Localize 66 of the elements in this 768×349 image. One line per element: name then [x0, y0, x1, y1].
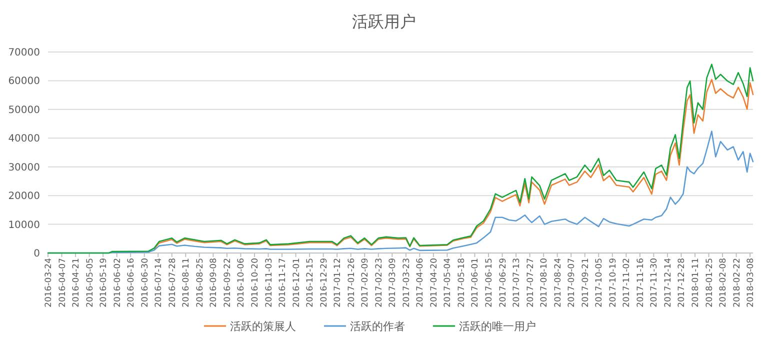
x-tick-label: 2018-01-25 [704, 258, 715, 308]
x-tick-label: 2017-02-09 [360, 258, 371, 308]
x-tick-label: 2016-06-16 [126, 258, 137, 308]
x-tick-label: 2017-06-15 [484, 258, 494, 308]
x-tick-label: 2018-02-08 [718, 258, 729, 308]
x-tick-label: 2016-09-22 [222, 258, 233, 308]
x-tick-label: 2018-02-22 [732, 258, 742, 308]
line-series [47, 64, 754, 254]
x-tick-label: 2017-04-20 [429, 258, 440, 308]
y-tick-label: 10000 [8, 220, 40, 231]
x-tick-label: 2016-12-29 [319, 258, 330, 308]
x-tick-label: 2017-02-23 [374, 258, 384, 308]
x-tick-label: 2017-11-30 [650, 258, 660, 308]
x-tick-label: 2017-03-09 [388, 258, 398, 308]
y-tick-label: 50000 [8, 104, 40, 116]
x-tick-label: 2017-08-24 [553, 258, 564, 308]
legend-label: 活跃的作者 [350, 320, 405, 333]
x-tick-label: 2016-07-28 [168, 258, 178, 308]
x-tick-label: 2017-05-04 [443, 258, 454, 308]
x-tick-label: 2017-03-23 [402, 258, 412, 308]
x-tick-label: 2016-05-05 [85, 258, 96, 308]
x-tick-label: 2016-07-14 [154, 258, 164, 308]
x-tick-label: 2017-05-18 [456, 258, 467, 308]
x-tick-label: 2016-06-02 [112, 258, 123, 308]
line-series [154, 78, 754, 250]
x-tick-label: 2016-05-19 [99, 258, 110, 308]
x-tick-label: 2017-09-07 [567, 258, 578, 308]
x-tick-label: 2016-04-21 [72, 258, 82, 308]
y-tick-label: 30000 [8, 162, 40, 174]
x-tick-label: 2016-10-20 [250, 258, 260, 308]
x-tick-label: 2016-03-24 [44, 258, 54, 308]
x-tick-label: 2016-12-15 [306, 258, 316, 308]
x-tick-label: 2017-12-28 [677, 258, 688, 308]
y-tick-label: 0 [34, 248, 40, 260]
x-tick-label: 2016-11-03 [264, 258, 274, 308]
x-tick-label: 2016-12-01 [292, 258, 302, 308]
x-tick-label: 2017-10-05 [594, 258, 605, 308]
x-tick-label: 2016-09-08 [209, 258, 220, 308]
x-tick-label: 2017-08-10 [540, 258, 550, 308]
x-tick-label: 2017-11-02 [622, 258, 632, 308]
x-tick-label: 2017-01-12 [333, 258, 344, 308]
x-tick-label: 2017-07-27 [526, 258, 536, 308]
x-tick-label: 2017-12-14 [663, 258, 674, 308]
x-tick-label: 2016-10-06 [236, 258, 247, 308]
x-tick-label: 2016-08-11 [182, 258, 192, 308]
y-tick-label: 40000 [8, 134, 40, 145]
x-tick-label: 2017-10-19 [608, 258, 618, 308]
x-tick-label: 2017-09-21 [580, 258, 591, 308]
x-tick-label: 2016-04-07 [58, 258, 68, 308]
x-tick-label: 2016-11-17 [278, 258, 288, 308]
x-tick-label: 2017-01-26 [346, 258, 357, 308]
legend-label: 活跃的唯一用户 [459, 320, 536, 333]
x-tick-label: 2018-01-11 [690, 258, 701, 308]
x-tick-label: 2017-06-01 [470, 258, 481, 308]
legend-label: 活跃的策展人 [230, 320, 296, 333]
y-tick-label: 70000 [8, 48, 40, 58]
chart-title: 活跃用户 [352, 12, 416, 31]
x-tick-label: 2017-04-06 [416, 258, 426, 308]
x-tick-label: 2016-06-30 [140, 258, 150, 308]
x-tick-label: 2016-08-25 [195, 258, 206, 308]
x-tick-label: 2017-06-29 [498, 258, 508, 308]
y-tick-label: 20000 [8, 191, 40, 202]
x-tick-label: 2017-11-16 [636, 258, 646, 308]
x-tick-label: 2017-07-13 [512, 258, 522, 308]
x-tick-label: 2018-03-08 [746, 258, 756, 308]
y-tick-label: 60000 [8, 76, 40, 88]
